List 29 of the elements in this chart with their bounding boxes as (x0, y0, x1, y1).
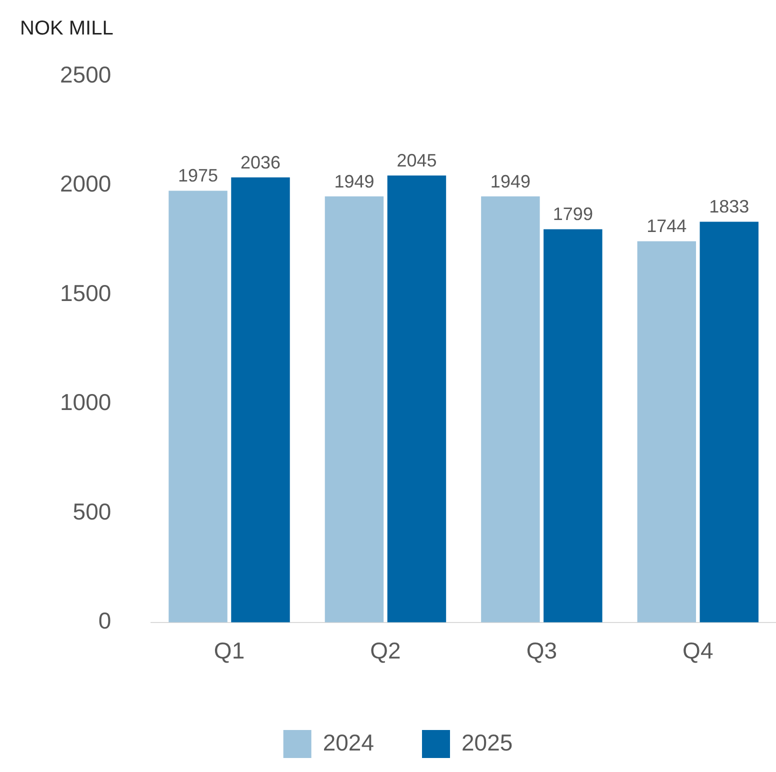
bar (387, 175, 446, 622)
data-label: 1949 (490, 171, 530, 192)
y-tick-label: 2500 (60, 61, 112, 88)
data-label: 1744 (646, 216, 687, 236)
x-tick-label: Q4 (682, 638, 714, 664)
y-tick-label: 1000 (60, 389, 112, 416)
data-label: 2045 (396, 150, 437, 170)
y-tick-label: 0 (98, 608, 112, 634)
data-label: 1833 (709, 196, 750, 217)
y-axis-title: NOK MILL (20, 18, 114, 40)
bar (544, 229, 602, 622)
data-label: 1949 (334, 171, 374, 192)
x-tick-label: Q1 (214, 638, 245, 664)
x-tick-label: Q2 (370, 638, 401, 664)
legend-label: 2025 (462, 729, 513, 756)
bar (637, 241, 696, 622)
bar (481, 196, 540, 622)
bar (231, 177, 290, 622)
legend-label: 2024 (322, 729, 374, 756)
data-label: 1975 (178, 166, 218, 186)
x-tick-label: Q3 (526, 638, 558, 664)
y-tick-label: 500 (72, 498, 112, 524)
bar (168, 190, 228, 622)
bar (700, 222, 759, 622)
data-label: 2036 (240, 152, 281, 172)
y-tick-label: 1500 (60, 280, 112, 306)
data-label: 1799 (552, 204, 593, 224)
y-tick-label: 2000 (60, 170, 112, 197)
bar (324, 196, 384, 622)
